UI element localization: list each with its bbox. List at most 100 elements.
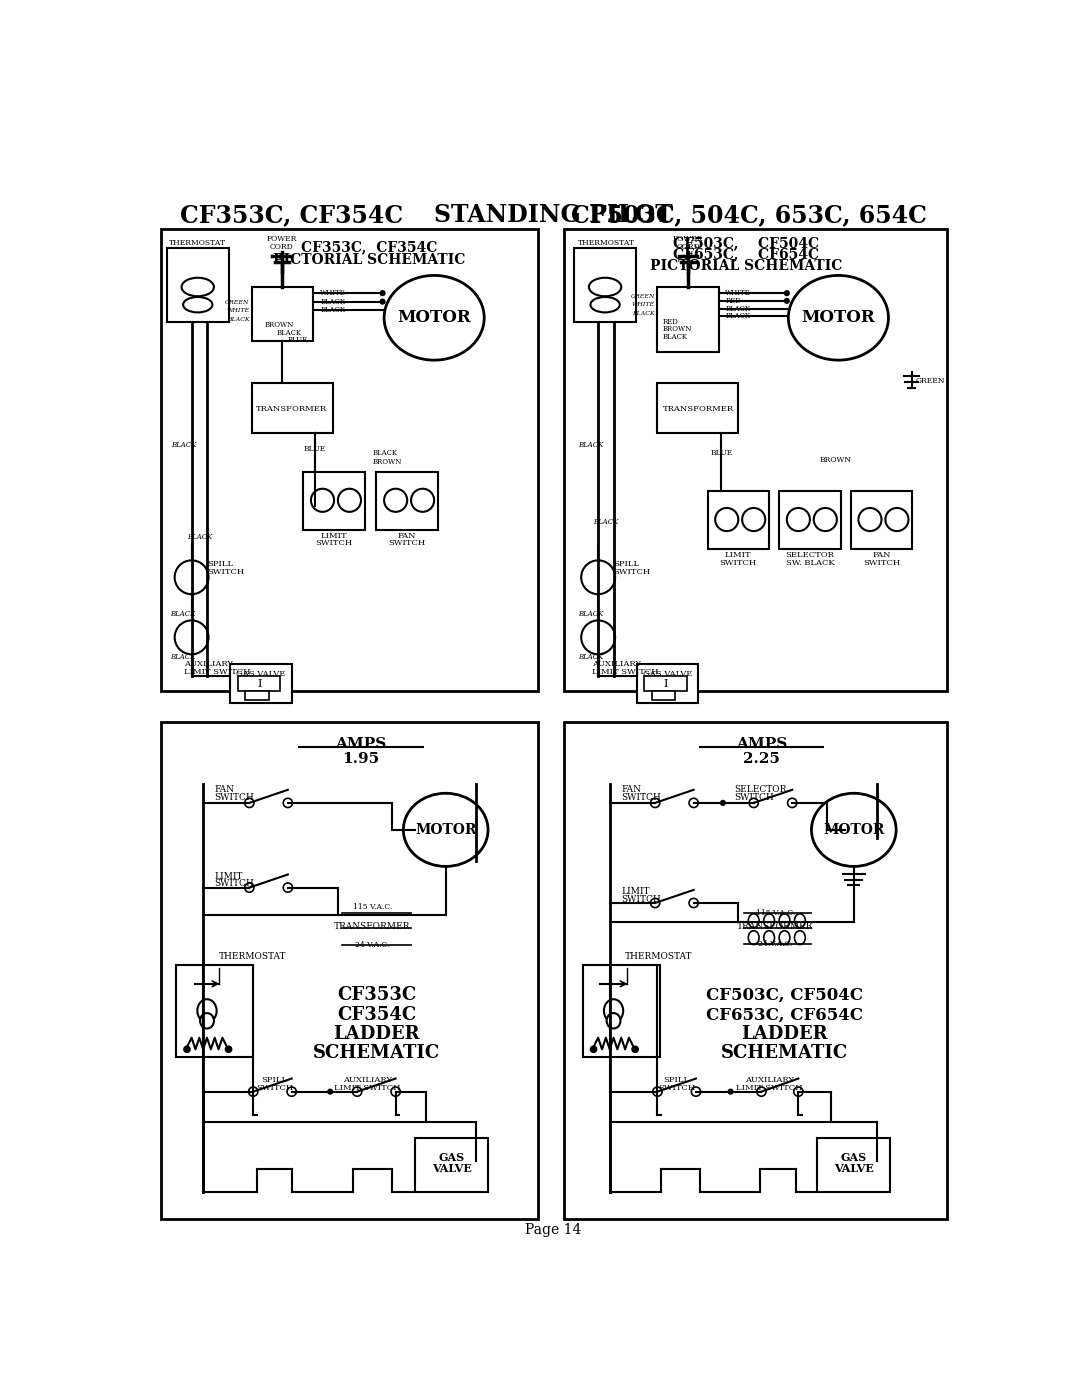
Text: THERMOSTAT: THERMOSTAT xyxy=(625,953,692,961)
Bar xyxy=(636,665,699,703)
Circle shape xyxy=(175,560,208,594)
Text: CORD: CORD xyxy=(270,243,294,251)
Bar xyxy=(252,383,333,433)
Circle shape xyxy=(652,1087,662,1097)
Text: SWITCH: SWITCH xyxy=(863,559,900,567)
Text: LIMIT: LIMIT xyxy=(215,872,243,880)
Circle shape xyxy=(689,798,699,807)
Text: AUXILIARY: AUXILIARY xyxy=(342,1076,392,1084)
Circle shape xyxy=(715,509,739,531)
Text: THERMOSTAT: THERMOSTAT xyxy=(218,953,286,961)
Text: MOTOR: MOTOR xyxy=(801,309,875,327)
Ellipse shape xyxy=(198,999,217,1023)
Circle shape xyxy=(184,1045,191,1053)
Circle shape xyxy=(327,1088,334,1095)
Circle shape xyxy=(813,509,837,531)
Text: BLACK: BLACK xyxy=(227,317,249,321)
Text: RED: RED xyxy=(725,296,741,305)
Text: TRANSFORMER: TRANSFORMER xyxy=(737,922,813,930)
Circle shape xyxy=(379,299,386,305)
Circle shape xyxy=(283,883,293,893)
Circle shape xyxy=(384,489,407,511)
Circle shape xyxy=(581,620,616,654)
Ellipse shape xyxy=(764,914,774,928)
Bar xyxy=(816,1137,890,1192)
Text: FAN: FAN xyxy=(215,785,234,795)
Bar xyxy=(707,490,769,549)
Circle shape xyxy=(728,1088,733,1095)
Text: CF353C: CF353C xyxy=(337,986,416,1004)
Text: SWITCH: SWITCH xyxy=(719,559,757,567)
Ellipse shape xyxy=(347,930,357,944)
Text: CF653C,    CF654C: CF653C, CF654C xyxy=(673,247,819,261)
Ellipse shape xyxy=(362,914,373,928)
Ellipse shape xyxy=(788,275,889,360)
Text: TRANSFORMER: TRANSFORMER xyxy=(335,922,410,930)
Text: GAS: GAS xyxy=(438,1151,464,1162)
Circle shape xyxy=(352,1087,362,1097)
Circle shape xyxy=(411,489,434,511)
Text: BROWN: BROWN xyxy=(663,326,692,334)
Text: SWITCH: SWITCH xyxy=(658,1084,696,1092)
Text: BLACK: BLACK xyxy=(170,610,195,619)
Text: CF653C, CF654C: CF653C, CF654C xyxy=(706,1006,863,1023)
Ellipse shape xyxy=(779,930,789,944)
Ellipse shape xyxy=(200,1013,214,1028)
Ellipse shape xyxy=(403,793,488,866)
Ellipse shape xyxy=(362,930,373,944)
Bar xyxy=(238,676,280,692)
Ellipse shape xyxy=(607,1013,621,1028)
Bar xyxy=(341,914,407,946)
Text: SWITCH: SWITCH xyxy=(734,793,774,802)
Circle shape xyxy=(784,298,789,305)
Text: LIMIT SWITCH: LIMIT SWITCH xyxy=(184,668,251,676)
Text: VALVE: VALVE xyxy=(432,1164,472,1173)
Text: SCHEMATIC: SCHEMATIC xyxy=(313,1044,440,1062)
Circle shape xyxy=(175,620,208,654)
Circle shape xyxy=(650,898,660,908)
Text: FAN: FAN xyxy=(873,550,891,559)
Text: BLACK: BLACK xyxy=(663,332,688,341)
Text: BLUE: BLUE xyxy=(711,448,732,457)
Text: SELECTOR: SELECTOR xyxy=(785,550,835,559)
Circle shape xyxy=(784,291,789,296)
Text: FAN: FAN xyxy=(621,785,642,795)
Bar xyxy=(564,722,947,1218)
Text: BROWN: BROWN xyxy=(265,321,294,330)
Text: GREEN: GREEN xyxy=(631,295,656,299)
Bar xyxy=(645,676,687,692)
Text: 115 V.A.C.: 115 V.A.C. xyxy=(353,902,392,911)
Text: 115 V.A.C.: 115 V.A.C. xyxy=(756,909,795,916)
Circle shape xyxy=(742,509,766,531)
Bar xyxy=(564,229,947,692)
Text: BLACK: BLACK xyxy=(578,441,603,448)
Text: TRANSFORMER: TRANSFORMER xyxy=(256,405,327,412)
Text: STANDING PILOT: STANDING PILOT xyxy=(434,204,673,228)
Text: Ӏ: Ӏ xyxy=(257,679,261,689)
Ellipse shape xyxy=(591,298,620,313)
Bar xyxy=(658,383,739,433)
Circle shape xyxy=(287,1087,296,1097)
Text: BLACK: BLACK xyxy=(276,330,301,337)
Text: SW. BLACK: SW. BLACK xyxy=(785,559,834,567)
Circle shape xyxy=(691,1087,701,1097)
Text: SPILL: SPILL xyxy=(207,560,233,569)
Circle shape xyxy=(859,509,881,531)
Bar xyxy=(377,472,438,529)
Circle shape xyxy=(750,798,758,807)
Ellipse shape xyxy=(811,793,896,866)
Text: SPILL: SPILL xyxy=(261,1076,288,1084)
Text: GREEN: GREEN xyxy=(916,377,945,386)
Text: BLACK: BLACK xyxy=(593,518,619,525)
Text: BLACK: BLACK xyxy=(170,652,195,661)
Circle shape xyxy=(283,798,293,807)
Ellipse shape xyxy=(392,930,403,944)
Text: BLACK: BLACK xyxy=(373,448,397,457)
Text: BROWN: BROWN xyxy=(373,458,402,465)
Text: LADDER: LADDER xyxy=(333,1025,420,1044)
Text: WHITE: WHITE xyxy=(632,302,656,307)
Text: SWITCH: SWITCH xyxy=(389,539,426,548)
Bar xyxy=(415,1137,488,1192)
Ellipse shape xyxy=(604,999,623,1023)
Text: BLACK: BLACK xyxy=(578,652,603,661)
